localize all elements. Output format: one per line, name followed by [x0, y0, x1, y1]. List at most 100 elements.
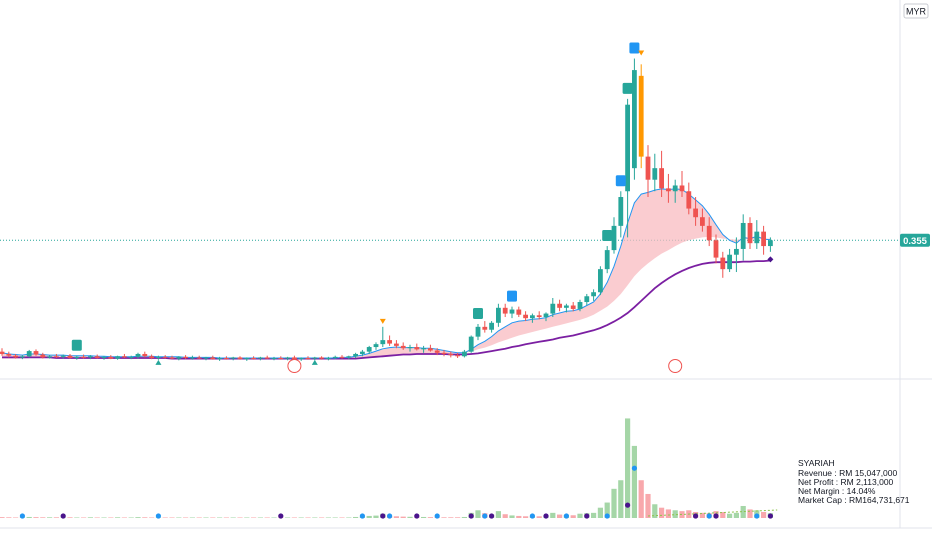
volume-dot: [767, 513, 774, 519]
volume-bar: [550, 512, 556, 518]
ema-band: [2, 188, 771, 360]
candle-body: [761, 231, 766, 247]
volume-bar: [761, 511, 767, 518]
sell-triangle: [379, 318, 386, 324]
candle-body: [598, 269, 603, 293]
candle-body: [128, 356, 134, 358]
candle-body: [230, 357, 236, 359]
candle-body: [40, 354, 46, 358]
candle-body: [122, 356, 127, 358]
candle-body: [94, 356, 100, 358]
signal-markers: [71, 42, 774, 373]
volume-dot: [563, 513, 570, 519]
signal-badge: [71, 339, 82, 351]
candle-body: [251, 357, 256, 359]
candle-body: [577, 302, 583, 309]
volume-bar: [536, 516, 542, 518]
candle-body: [686, 191, 692, 209]
candle-body: [244, 357, 250, 360]
volume-bar: [672, 510, 678, 518]
fundamentals-net-margin: Net Margin : 14.04%: [798, 486, 876, 496]
candle-body: [659, 168, 664, 189]
volume-bar: [94, 517, 100, 518]
volume-bar: [502, 514, 508, 518]
candle-body: [400, 345, 406, 349]
candle-body: [203, 357, 209, 359]
volume-bar: [47, 517, 53, 518]
volume-dot: [434, 513, 440, 519]
candle-body: [475, 326, 481, 337]
candle-body: [448, 353, 454, 356]
candle-body: [536, 315, 542, 318]
candle-body: [734, 248, 739, 255]
volume-bar: [516, 515, 522, 518]
candle-body: [434, 350, 440, 353]
volume-dot: [19, 513, 25, 519]
volume-dot: [380, 513, 386, 519]
volume-bar: [475, 510, 481, 518]
ma-line: [2, 259, 771, 360]
candle-body: [625, 104, 630, 192]
volume-bar: [26, 516, 32, 518]
volume-bar: [523, 516, 529, 518]
candle-body: [339, 356, 345, 358]
volume-bar: [659, 507, 665, 518]
volume-bar: [733, 512, 739, 518]
candle-body: [319, 357, 324, 359]
candle-body: [618, 197, 624, 226]
candle-body: [754, 231, 760, 244]
volume-bar: [509, 515, 515, 518]
earnings-marker: [287, 359, 302, 373]
candle-body: [305, 357, 311, 359]
candle-body: [210, 357, 216, 360]
candle-body: [713, 240, 719, 258]
volume-bar: [665, 509, 671, 518]
candle-body: [47, 356, 52, 358]
candle-body: [237, 357, 243, 360]
volume-bar: [108, 517, 114, 518]
volume-bar: [33, 517, 39, 518]
buy-triangle: [155, 359, 162, 365]
volume-average-line: [647, 509, 778, 517]
candle-body: [366, 347, 372, 352]
volume-dot: [584, 513, 590, 519]
candle-body: [550, 303, 556, 314]
volume-bar: [427, 517, 433, 518]
candle-body: [380, 340, 386, 345]
volume-bar: [699, 512, 705, 518]
candle-body: [6, 353, 12, 356]
candle-body: [693, 208, 698, 218]
candle-body: [264, 357, 270, 359]
volume-bar: [353, 516, 359, 518]
candle-body: [557, 303, 562, 308]
candle-body: [394, 343, 399, 346]
candle-body: [672, 185, 678, 192]
candle-body: [421, 348, 426, 350]
candle-body: [706, 225, 712, 241]
signal-badge: [602, 230, 613, 242]
fundamentals-revenue: Revenue : RM 15,047,000: [798, 468, 898, 478]
candle-body: [611, 225, 617, 251]
volume-bar: [291, 517, 297, 518]
candle-body: [428, 348, 433, 351]
volume-bar: [0, 517, 5, 518]
candle-body: [496, 307, 501, 323]
volume-dot: [414, 513, 420, 519]
currency-badge[interactable]: MYR: [903, 3, 929, 19]
candle-body: [604, 250, 610, 270]
volume-bar: [727, 513, 733, 518]
volume-bar: [570, 515, 576, 518]
volume-dot: [482, 513, 488, 519]
signal-badge: [507, 290, 517, 302]
candle-body: [387, 340, 392, 344]
candle-body: [196, 357, 202, 359]
volume-bar: [230, 517, 236, 518]
volume-bar: [285, 517, 291, 518]
volume-bar: [319, 517, 325, 518]
candle-body: [312, 357, 318, 359]
volume-bar: [346, 517, 352, 518]
volume-bar: [6, 517, 12, 518]
volume-bar: [652, 504, 658, 518]
